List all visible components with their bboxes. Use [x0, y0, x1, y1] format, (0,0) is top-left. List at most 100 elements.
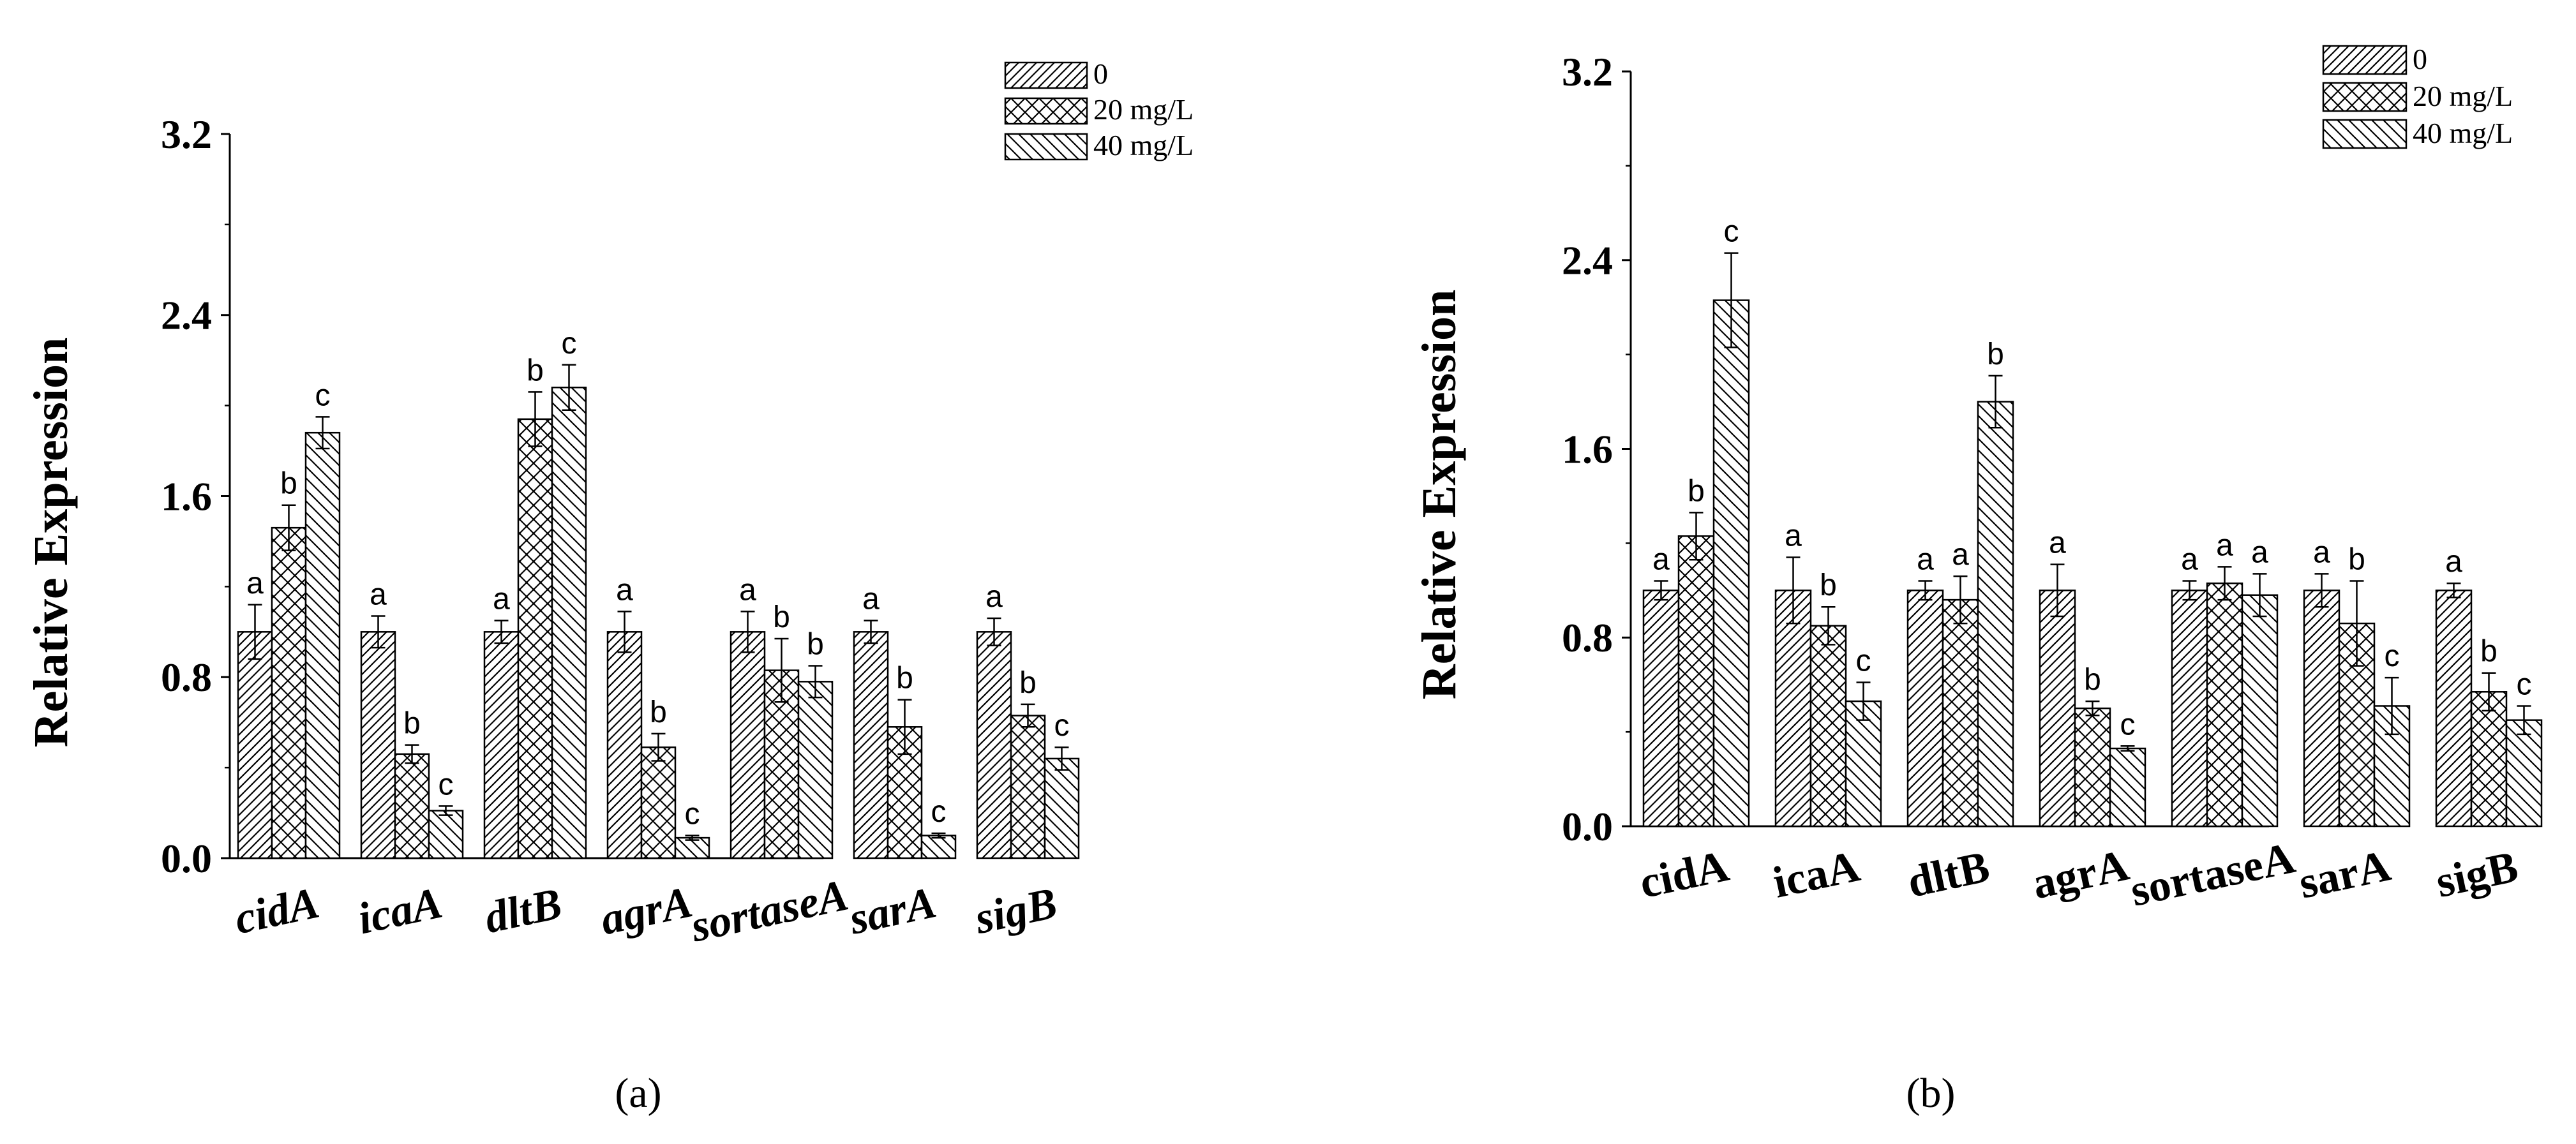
- bar: [797, 681, 834, 859]
- error-bar: [1021, 703, 1035, 728]
- significance-letter: c: [685, 798, 700, 831]
- error-bar: [494, 620, 509, 644]
- category-group-sarA: a b c: [853, 583, 957, 859]
- panel-label-a: (a): [615, 1070, 661, 1117]
- y-tick-label: 1.6: [161, 473, 212, 519]
- significance-letter: b: [403, 707, 421, 741]
- error-bar: [864, 620, 878, 644]
- significance-letter: c: [1724, 215, 1739, 249]
- x-tick-label: sarA: [844, 878, 940, 944]
- significance-letter: c: [2120, 708, 2136, 741]
- error-bar: [2517, 705, 2531, 736]
- y-tick-label: 3.2: [161, 112, 212, 157]
- error-bar: [315, 416, 330, 450]
- significance-letter: c: [931, 795, 947, 829]
- significance-letter: a: [1917, 543, 1934, 577]
- legend-label: 0: [1093, 57, 1108, 90]
- error-bar: [2217, 566, 2232, 601]
- bar: [304, 431, 341, 859]
- significance-letter: c: [1856, 644, 1871, 678]
- significance-letter: a: [1952, 538, 1969, 572]
- category-group-agrA: abc: [2039, 526, 2146, 828]
- legend-entry: 0: [2322, 43, 2427, 75]
- category-group-sigB: a bc: [976, 580, 1080, 859]
- category-group-icaA: a bc: [360, 577, 464, 859]
- significance-letter: a: [862, 583, 880, 616]
- x-tick-label: agrA: [596, 877, 696, 944]
- error-bar: [1654, 580, 1668, 601]
- x-tick-label: icaA: [354, 879, 446, 944]
- x-tick-label: sortaseA: [686, 870, 852, 951]
- legend-swatch: [2322, 119, 2408, 149]
- y-tick-label: 0.0: [1562, 804, 1613, 849]
- error-bar: [2050, 563, 2065, 618]
- bar: [730, 631, 766, 859]
- y-tick-label: 2.4: [161, 293, 212, 338]
- error-bar: [528, 391, 543, 447]
- legend-swatch: [1004, 61, 1088, 89]
- bar: [517, 418, 553, 859]
- significance-letter: a: [739, 573, 756, 607]
- category-group-dltB: a bc: [483, 327, 587, 859]
- bar: [1774, 590, 1812, 828]
- bar: [976, 631, 1012, 859]
- significance-letter: a: [2313, 535, 2330, 569]
- bar: [1809, 625, 1847, 828]
- error-bar: [651, 732, 666, 762]
- significance-letter: a: [246, 567, 264, 600]
- y-tick-label: 0.8: [1562, 615, 1613, 660]
- bar: [483, 631, 520, 859]
- bar: [920, 835, 957, 859]
- bar: [1845, 700, 1882, 828]
- error-bar: [897, 699, 912, 755]
- bar: [2039, 590, 2076, 828]
- x-tick-label: dltB: [1903, 842, 1994, 907]
- y-tick-label: 3.2: [1562, 49, 1613, 94]
- x-tick-label: cidA: [1635, 842, 1733, 909]
- legend-a: 020 mg/L40 mg/L: [1004, 57, 1194, 161]
- significance-letter: b: [807, 628, 824, 662]
- bar: [2373, 705, 2411, 828]
- error-bar: [2446, 582, 2461, 598]
- significance-letter: b: [1688, 474, 1705, 508]
- bar: [2303, 590, 2340, 828]
- significance-letter: b: [280, 467, 297, 501]
- error-bar: [685, 835, 700, 841]
- bar: [1010, 715, 1046, 859]
- error-bar: [248, 604, 262, 660]
- legend-entry: 0: [1004, 57, 1108, 90]
- significance-letter: c: [1054, 709, 1070, 743]
- significance-letter: a: [2445, 545, 2462, 579]
- error-bar: [740, 611, 755, 653]
- legend-swatch: [1004, 133, 1088, 161]
- error-bar: [1988, 375, 2003, 429]
- error-bar: [371, 615, 386, 649]
- panel-label-b: (b): [1906, 1070, 1956, 1117]
- error-bar: [931, 832, 946, 839]
- significance-letter: c: [315, 378, 331, 412]
- x-tick-label: sigB: [970, 879, 1061, 944]
- significance-letter: c: [438, 768, 454, 801]
- legend-entry: 40 mg/L: [2322, 117, 2513, 149]
- bar: [551, 387, 587, 859]
- error-bar: [2120, 745, 2135, 752]
- bar: [271, 526, 307, 859]
- significance-letter: a: [370, 577, 387, 611]
- axes-a: 0.0 0.8 1.6 2.4 3.2: [161, 112, 823, 881]
- bar: [674, 836, 710, 859]
- error-bar: [562, 364, 576, 411]
- x-tick-label: agrA: [2028, 840, 2134, 909]
- significance-letter: b: [650, 695, 667, 729]
- error-bar: [617, 611, 632, 653]
- legend-entry: 40 mg/L: [1004, 129, 1194, 161]
- category-group-agrA: abc: [606, 573, 710, 859]
- significance-letter: c: [2385, 639, 2400, 673]
- y-axis-label-b: Relative Expression: [1412, 290, 1466, 699]
- bar: [1712, 299, 1750, 828]
- significance-letter: a: [2251, 535, 2268, 569]
- bar: [640, 746, 677, 859]
